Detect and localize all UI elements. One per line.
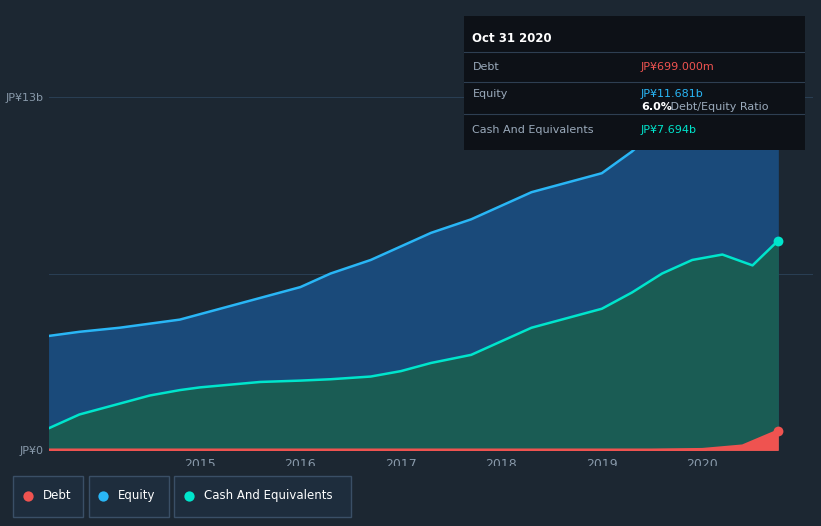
Text: JP¥11.681b: JP¥11.681b — [641, 88, 704, 98]
Point — [771, 237, 784, 245]
Text: Debt/Equity Ratio: Debt/Equity Ratio — [667, 102, 768, 112]
Text: Cash And Equivalents: Cash And Equivalents — [472, 125, 594, 135]
FancyBboxPatch shape — [13, 476, 83, 517]
Point — [771, 427, 784, 435]
Text: Equity: Equity — [118, 489, 156, 502]
FancyBboxPatch shape — [174, 476, 351, 517]
Point — [771, 129, 784, 137]
Text: Debt: Debt — [472, 62, 499, 72]
Text: JP¥7.694b: JP¥7.694b — [641, 125, 697, 135]
Text: Cash And Equivalents: Cash And Equivalents — [204, 489, 333, 502]
Text: Equity: Equity — [472, 88, 507, 98]
Text: 6.0%: 6.0% — [641, 102, 672, 112]
Text: Debt: Debt — [43, 489, 71, 502]
Text: Oct 31 2020: Oct 31 2020 — [472, 32, 552, 45]
FancyBboxPatch shape — [89, 476, 169, 517]
Text: JP¥699.000m: JP¥699.000m — [641, 62, 715, 72]
Point — [658, 217, 671, 225]
